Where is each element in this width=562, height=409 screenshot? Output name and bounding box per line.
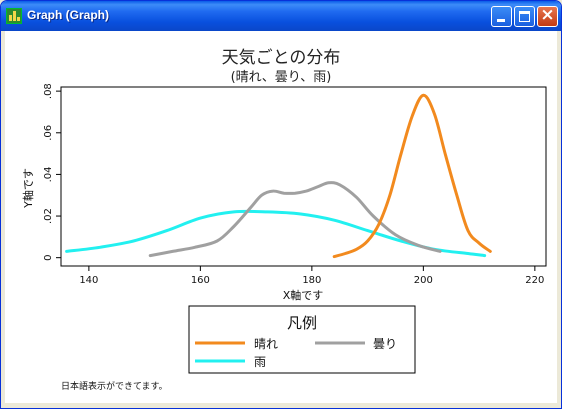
maximize-icon [519,11,530,22]
maximize-button[interactable] [514,6,535,27]
y-axis-label: Y軸です [21,168,35,209]
x-tick-label: 180 [302,275,321,286]
legend-title: 凡例 [287,314,317,332]
legend-label-sunny: 晴れ [254,337,278,351]
x-tick-label: 200 [414,275,433,286]
x-tick-label: 220 [525,275,544,286]
series-line-cloudy [148,181,442,258]
close-button[interactable]: × [537,6,558,27]
x-tick-label: 160 [191,275,210,286]
footnote: 日本語表示ができてます。 [61,380,168,392]
plot-area [60,86,547,267]
graph-app-icon [6,8,22,24]
y-tick-label: .02 [43,208,54,224]
chart-title: 天気ごとの分布 [222,48,341,68]
x-axis-label: X軸です [283,288,324,302]
graph-canvas: 天気ごとの分布 (晴れ、曇り、雨) 0 .02 .04 .06 .08 140 160 18… [5,31,557,403]
minimize-button[interactable] [491,6,512,27]
legend: 凡例 晴れ 曇り 雨 [188,305,416,374]
series-line-sunny [332,93,492,259]
minimize-icon [497,19,505,22]
window-title: Graph (Graph) [27,8,110,22]
x-tick-label: 140 [79,275,98,286]
y-tick-label: .06 [43,125,54,141]
close-icon: × [540,5,555,25]
legend-label-cloudy: 曇り [373,337,397,351]
y-tick-label: .08 [43,83,54,99]
legend-label-rain: 雨 [254,355,266,369]
title-bar[interactable]: Graph (Graph) × [1,1,561,31]
y-tick-label: 0 [43,254,54,260]
chart-svg: 天気ごとの分布 (晴れ、曇り、雨) 0 .02 .04 .06 .08 140 160 18… [21,48,547,392]
y-tick-label: .04 [43,166,54,182]
chart-subtitle: (晴れ、曇り、雨) [231,70,332,85]
